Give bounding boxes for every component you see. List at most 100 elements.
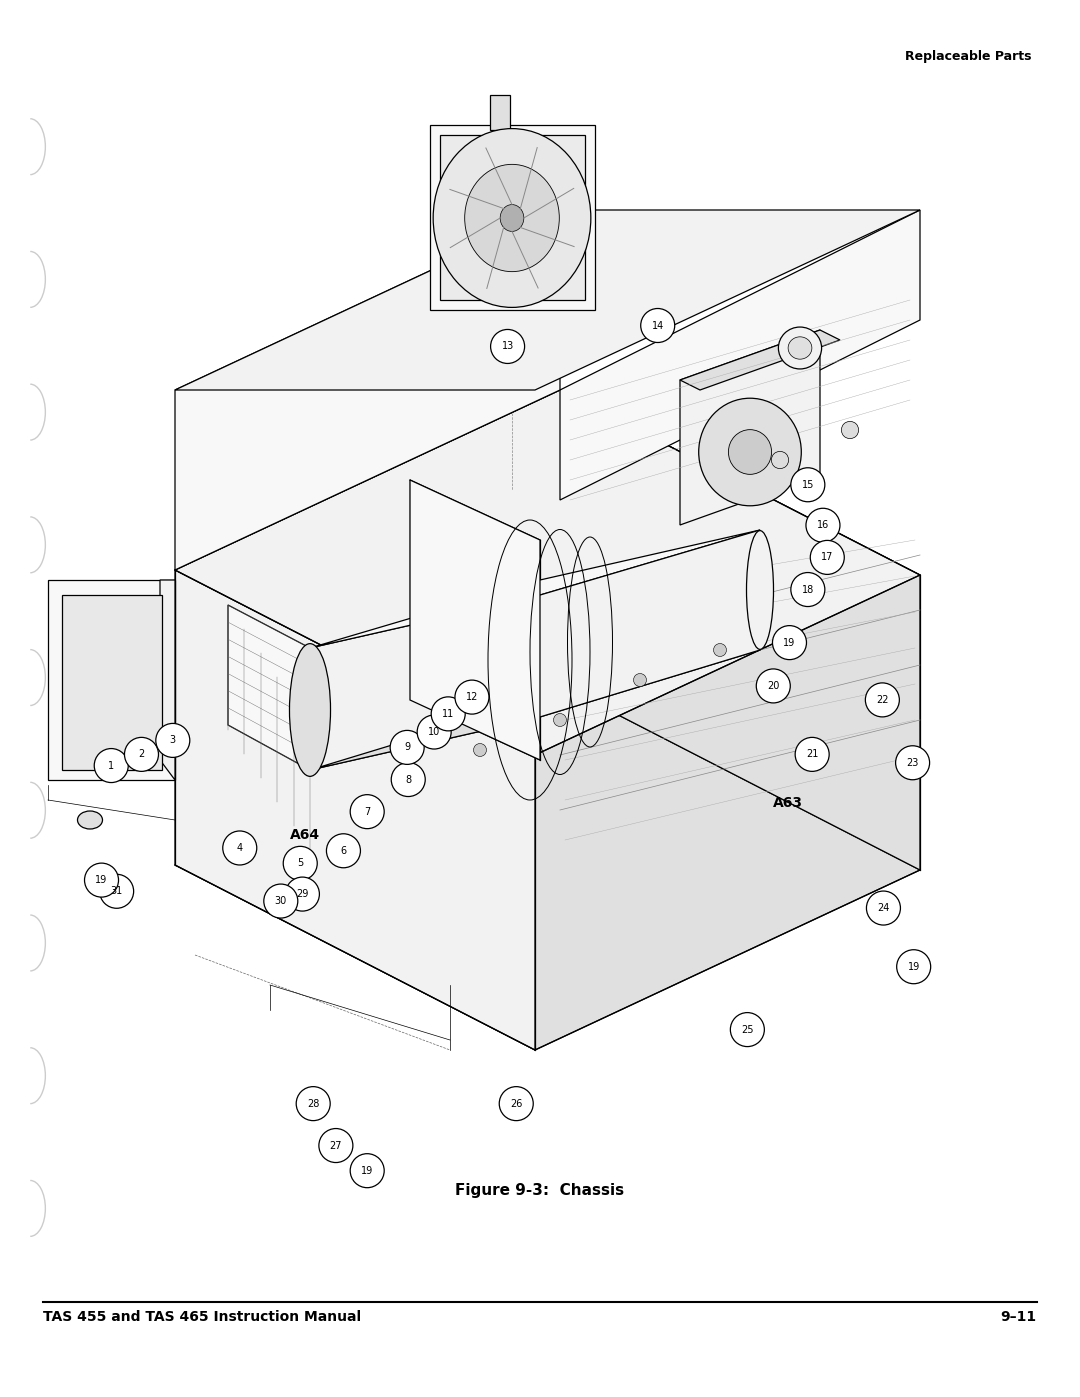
Text: 20: 20 bbox=[767, 680, 780, 692]
Ellipse shape bbox=[795, 738, 829, 771]
Polygon shape bbox=[310, 598, 530, 770]
Ellipse shape bbox=[319, 1129, 353, 1162]
Ellipse shape bbox=[431, 697, 465, 731]
Ellipse shape bbox=[728, 430, 771, 475]
Text: A63: A63 bbox=[773, 796, 804, 810]
Polygon shape bbox=[680, 330, 840, 390]
Text: 10: 10 bbox=[428, 726, 441, 738]
Polygon shape bbox=[561, 390, 920, 870]
Ellipse shape bbox=[699, 398, 801, 506]
Ellipse shape bbox=[326, 834, 361, 868]
Circle shape bbox=[771, 451, 788, 468]
Ellipse shape bbox=[791, 573, 825, 606]
Ellipse shape bbox=[289, 644, 330, 777]
Ellipse shape bbox=[499, 1087, 534, 1120]
Polygon shape bbox=[430, 124, 595, 310]
Ellipse shape bbox=[350, 1154, 384, 1187]
Ellipse shape bbox=[350, 795, 384, 828]
Ellipse shape bbox=[264, 884, 298, 918]
Polygon shape bbox=[228, 605, 310, 770]
Ellipse shape bbox=[788, 337, 812, 359]
Text: 19: 19 bbox=[95, 875, 108, 886]
Polygon shape bbox=[175, 210, 920, 390]
Ellipse shape bbox=[464, 165, 559, 271]
Text: 28: 28 bbox=[307, 1098, 320, 1109]
Text: 8: 8 bbox=[405, 774, 411, 785]
Circle shape bbox=[473, 743, 486, 757]
Text: 19: 19 bbox=[907, 961, 920, 972]
Text: 29: 29 bbox=[296, 888, 309, 900]
Ellipse shape bbox=[222, 831, 257, 865]
Circle shape bbox=[714, 644, 727, 657]
Ellipse shape bbox=[99, 875, 134, 908]
Ellipse shape bbox=[806, 509, 840, 542]
Ellipse shape bbox=[94, 749, 129, 782]
Polygon shape bbox=[175, 390, 920, 754]
Text: 25: 25 bbox=[741, 1024, 754, 1035]
Text: 12: 12 bbox=[465, 692, 478, 703]
Ellipse shape bbox=[500, 204, 524, 232]
Text: 6: 6 bbox=[340, 845, 347, 856]
Text: 4: 4 bbox=[237, 842, 243, 854]
Text: 22: 22 bbox=[876, 694, 889, 705]
Text: 1: 1 bbox=[108, 760, 114, 771]
Text: 15: 15 bbox=[801, 479, 814, 490]
Ellipse shape bbox=[865, 683, 900, 717]
Ellipse shape bbox=[779, 327, 822, 369]
Ellipse shape bbox=[791, 468, 825, 502]
Text: 30: 30 bbox=[274, 895, 287, 907]
Ellipse shape bbox=[124, 738, 159, 771]
Text: 13: 13 bbox=[501, 341, 514, 352]
Circle shape bbox=[634, 673, 647, 686]
Polygon shape bbox=[175, 210, 561, 570]
Ellipse shape bbox=[866, 891, 901, 925]
Text: A64: A64 bbox=[289, 828, 320, 842]
Ellipse shape bbox=[390, 731, 424, 764]
Polygon shape bbox=[410, 481, 540, 760]
Text: Figure 9-3:  Chassis: Figure 9-3: Chassis bbox=[456, 1183, 624, 1199]
Ellipse shape bbox=[417, 715, 451, 749]
Ellipse shape bbox=[283, 847, 318, 880]
Ellipse shape bbox=[78, 812, 103, 828]
Text: TAS 455 and TAS 465 Instruction Manual: TAS 455 and TAS 465 Instruction Manual bbox=[43, 1310, 362, 1324]
Text: 2: 2 bbox=[138, 749, 145, 760]
Ellipse shape bbox=[84, 863, 119, 897]
Polygon shape bbox=[175, 685, 920, 1051]
Text: Replaceable Parts: Replaceable Parts bbox=[905, 50, 1031, 63]
Circle shape bbox=[554, 714, 567, 726]
Text: 9–11: 9–11 bbox=[1001, 1310, 1037, 1324]
Text: 11: 11 bbox=[442, 708, 455, 719]
Polygon shape bbox=[62, 595, 162, 770]
Polygon shape bbox=[175, 570, 535, 1051]
Text: 24: 24 bbox=[877, 902, 890, 914]
Circle shape bbox=[841, 422, 859, 439]
Ellipse shape bbox=[391, 763, 426, 796]
Text: 26: 26 bbox=[510, 1098, 523, 1109]
Polygon shape bbox=[561, 210, 920, 500]
Text: 7: 7 bbox=[364, 806, 370, 817]
Ellipse shape bbox=[772, 626, 807, 659]
Ellipse shape bbox=[433, 129, 591, 307]
Text: 5: 5 bbox=[297, 858, 303, 869]
Text: 27: 27 bbox=[329, 1140, 342, 1151]
Ellipse shape bbox=[156, 724, 190, 757]
Text: 16: 16 bbox=[816, 520, 829, 531]
Ellipse shape bbox=[285, 877, 320, 911]
Polygon shape bbox=[530, 529, 760, 719]
Text: 19: 19 bbox=[361, 1165, 374, 1176]
Polygon shape bbox=[440, 136, 585, 300]
Text: 14: 14 bbox=[651, 320, 664, 331]
Text: 19: 19 bbox=[783, 637, 796, 648]
Text: 21: 21 bbox=[806, 749, 819, 760]
Ellipse shape bbox=[746, 531, 773, 650]
Polygon shape bbox=[160, 580, 175, 780]
Ellipse shape bbox=[896, 950, 931, 983]
Ellipse shape bbox=[810, 541, 845, 574]
Text: 31: 31 bbox=[110, 886, 123, 897]
Polygon shape bbox=[680, 330, 820, 525]
Text: 3: 3 bbox=[170, 735, 176, 746]
Text: 9: 9 bbox=[404, 742, 410, 753]
Ellipse shape bbox=[756, 669, 791, 703]
Ellipse shape bbox=[640, 309, 675, 342]
Ellipse shape bbox=[296, 1087, 330, 1120]
